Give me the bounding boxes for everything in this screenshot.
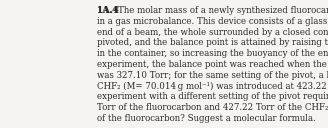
Text: 1A.4: 1A.4 <box>97 6 119 15</box>
Text: in a gas microbalance. This device consists of a glass bulb forming one: in a gas microbalance. This device consi… <box>97 17 328 26</box>
Text: pivoted, and the balance point is attained by raising the pressure of gas: pivoted, and the balance point is attain… <box>97 38 328 47</box>
Text: CHF₂ (M= 70.014 g mol⁻¹) was introduced at 423.22 Torr. A repeat of the: CHF₂ (M= 70.014 g mol⁻¹) was introduced … <box>97 82 328 91</box>
Text: of the fluorocarbon? Suggest a molecular formula.: of the fluorocarbon? Suggest a molecular… <box>97 114 316 123</box>
Text: Torr of the fluorocarbon and 427.22 Torr of the CHF₂. What is the molar mass: Torr of the fluorocarbon and 427.22 Torr… <box>97 103 328 112</box>
Text: The molar mass of a newly synthesized fluorocarbon was measured: The molar mass of a newly synthesized fl… <box>118 6 328 15</box>
Text: was 327.10 Torr; for the same setting of the pivot, a balance was reached when: was 327.10 Torr; for the same setting of… <box>97 71 328 80</box>
Text: 1A.4: 1A.4 <box>97 6 122 15</box>
Text: experiment, the balance point was reached when the fluorocarbon pressure: experiment, the balance point was reache… <box>97 60 328 69</box>
Text: end of a beam, the whole surrounded by a closed container. The beam is: end of a beam, the whole surrounded by a… <box>97 28 328 37</box>
Text: experiment with a different setting of the pivot required a pressure of 293.22: experiment with a different setting of t… <box>97 92 328 101</box>
Text: in the container, so increasing the buoyancy of the enclosed bulb. In one: in the container, so increasing the buoy… <box>97 49 328 58</box>
